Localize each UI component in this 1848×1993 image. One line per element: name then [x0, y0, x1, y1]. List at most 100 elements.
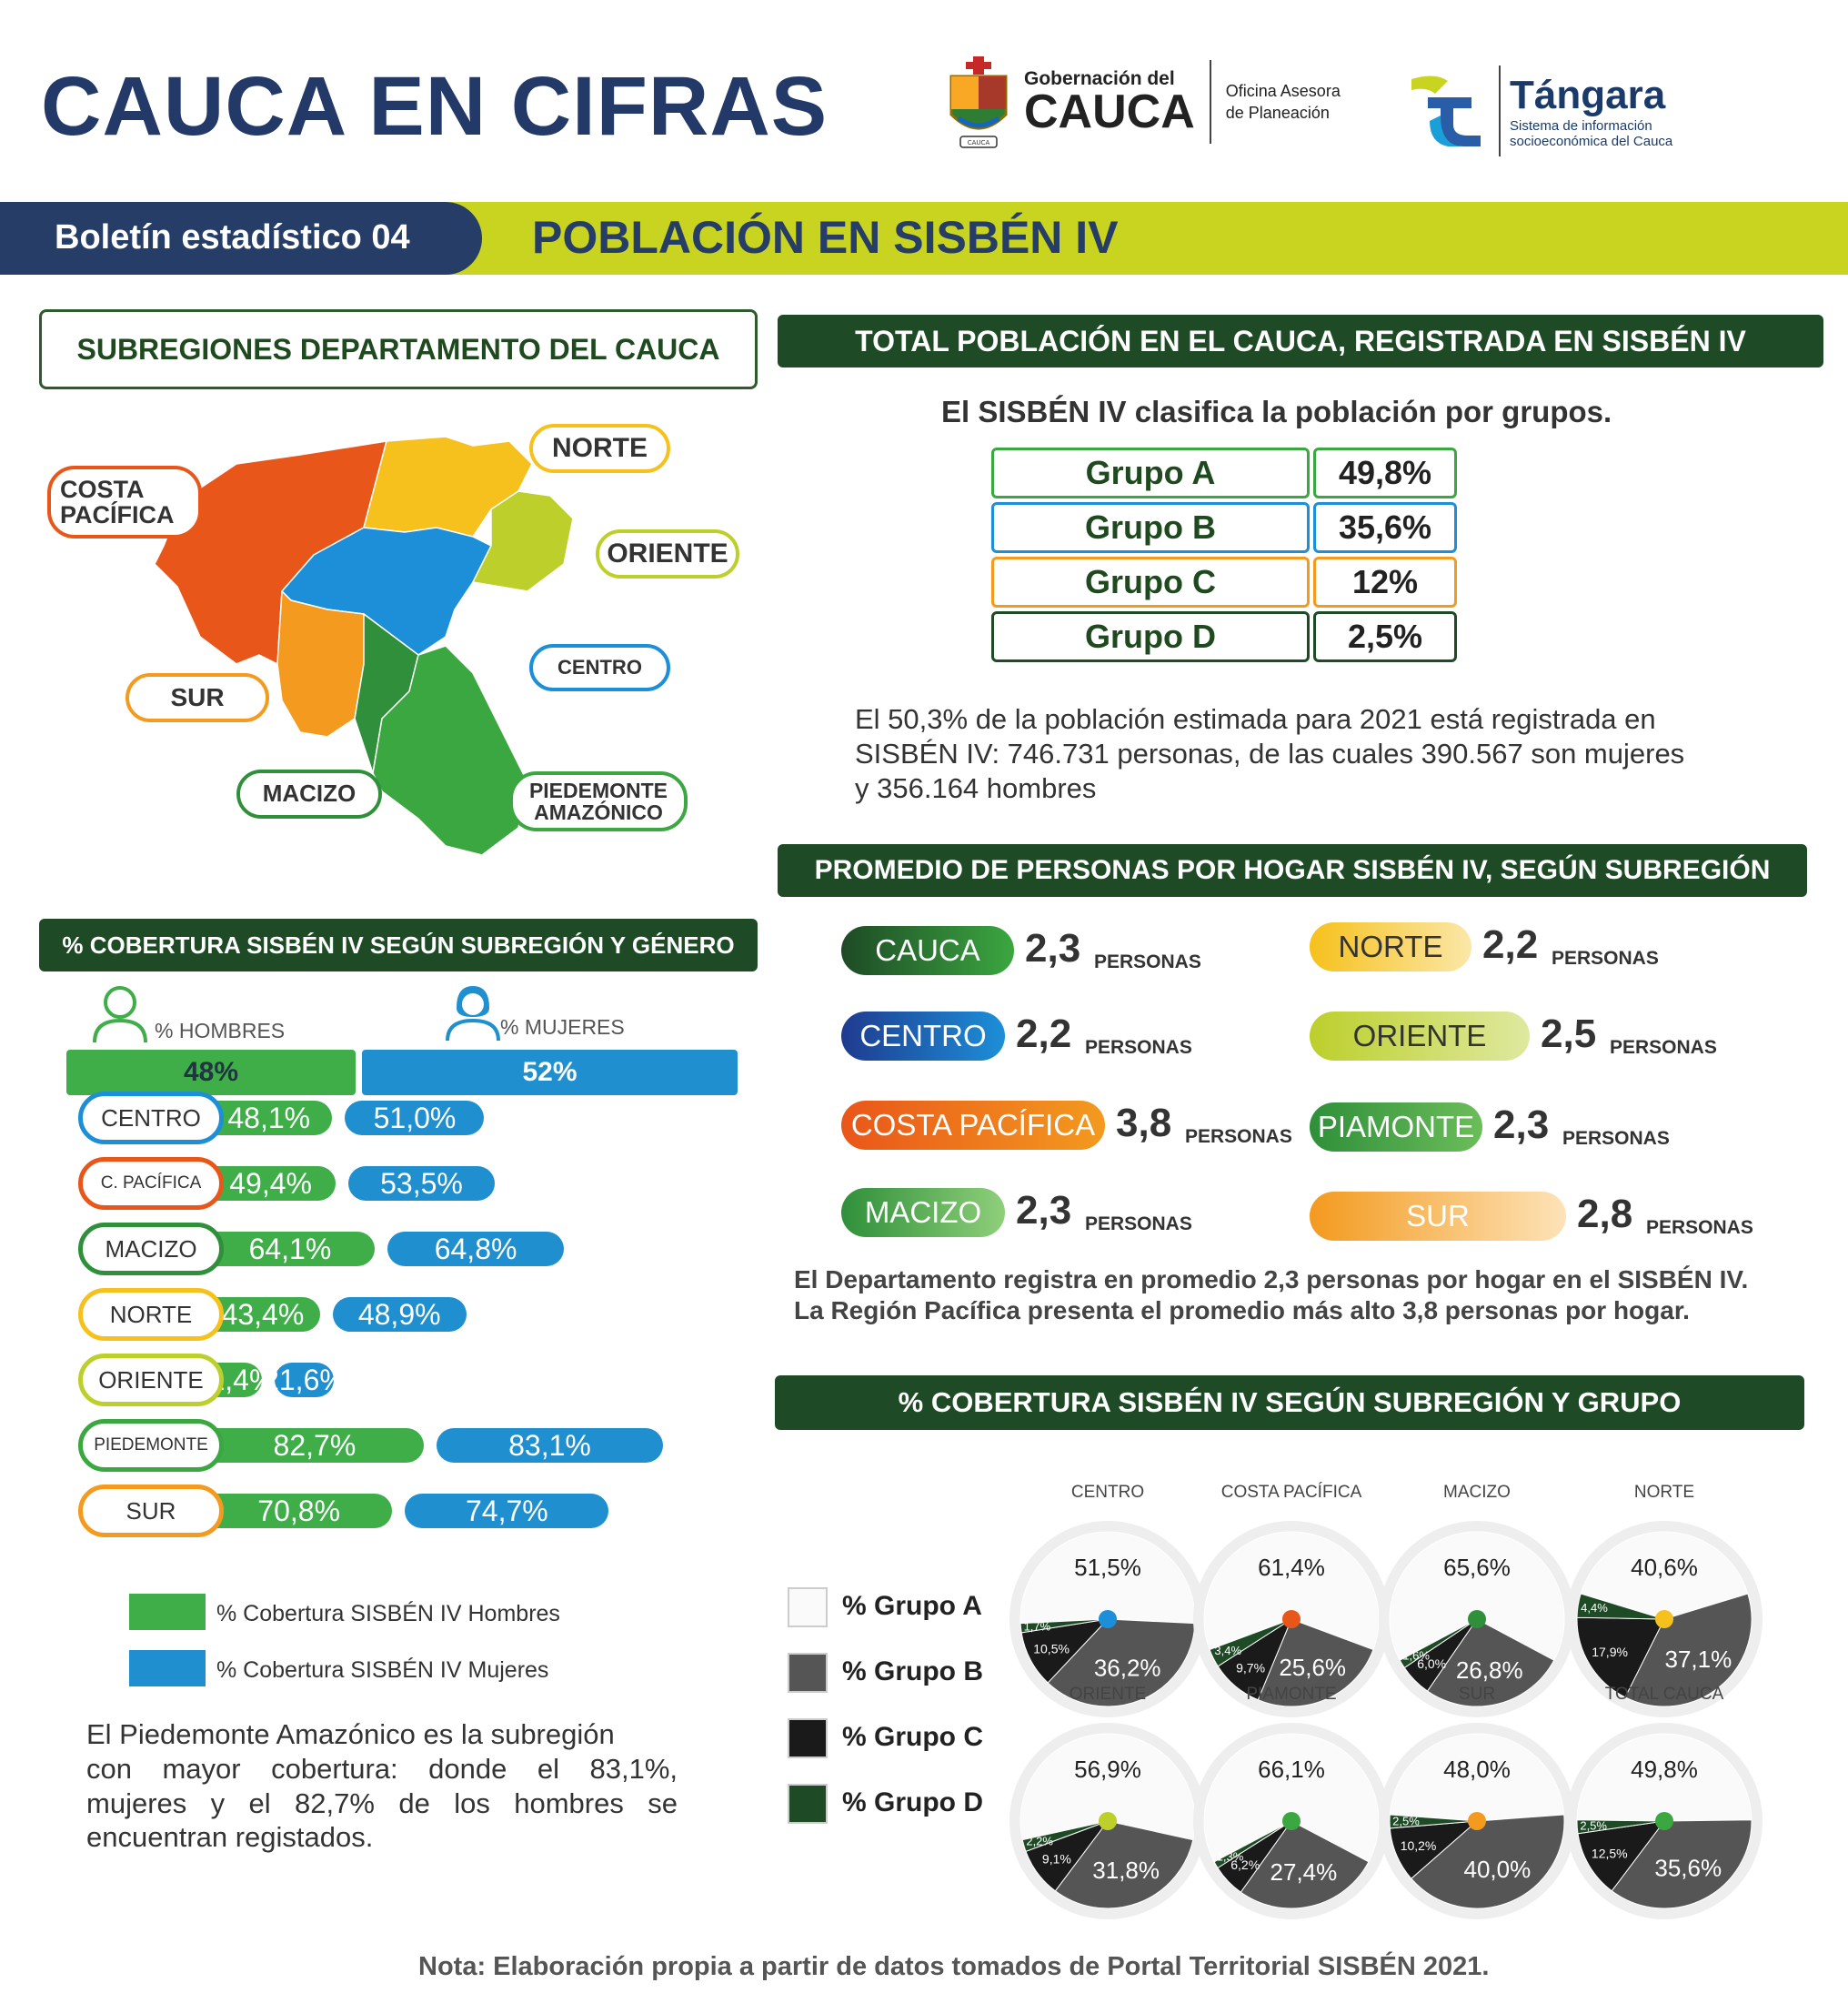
pie-slice-label: 6,2%	[1230, 1857, 1260, 1872]
pie-slice	[1240, 1820, 1370, 1909]
pie-title: ORIENTE	[1069, 1685, 1147, 1704]
total-men-bar: 48%	[66, 1050, 356, 1095]
pie-slice	[1624, 1593, 1753, 1707]
pie-slice	[1576, 1733, 1753, 1822]
women-coverage-bar: 21,6%	[263, 1363, 346, 1397]
gender-row-pill: ORIENTE	[78, 1354, 224, 1406]
pie-slice-label: 36,2%	[1094, 1654, 1161, 1681]
pie-slice	[1021, 1820, 1109, 1853]
pie-slice	[1611, 1819, 1753, 1909]
legend-women-text: % Cobertura SISBÉN IV Mujeres	[216, 1657, 549, 1683]
hogar-value: 3,8	[1116, 1101, 1172, 1145]
total-section-title: TOTAL POBLACIÓN EN EL CAUCA, REGISTRADA …	[778, 315, 1823, 367]
pie-slice-label: 1,7%	[1024, 1619, 1051, 1633]
pie-chart: 40,6% 37,1% 17,9% 4,4%	[1566, 1521, 1763, 1717]
hogar-unit: PERSONAS	[1562, 1128, 1670, 1149]
pie-title: COSTA PACÍFICA	[1220, 1483, 1362, 1502]
pie-legend-label: % Grupo A	[842, 1591, 982, 1621]
legend-men-text: % Cobertura SISBÉN IV Hombres	[216, 1601, 560, 1626]
hogar-region-pill: COSTA PACÍFICA	[841, 1101, 1105, 1150]
pie-slice	[1209, 1618, 1292, 1667]
pie-slice-label: 40,6%	[1631, 1554, 1698, 1581]
pie-chart: 61,4% 25,6% 9,7% 3,4%	[1193, 1521, 1390, 1717]
women-coverage-bar: 83,1%	[436, 1428, 664, 1463]
pie-chart: 66,1% 27,4% 6,2%1,3%	[1193, 1723, 1390, 1919]
women-coverage-bar: 48,9%	[332, 1297, 467, 1332]
pie-slice-label: 10,2%	[1401, 1838, 1437, 1853]
hogar-text: El Departamento registra en promedio 2,3…	[794, 1265, 1749, 1324]
pie-slice	[1019, 1733, 1196, 1841]
pie-slice-label: 37,1%	[1665, 1646, 1732, 1673]
pie-slice-label: 27,4%	[1270, 1858, 1338, 1886]
pie-slice-label: 35,6%	[1654, 1854, 1722, 1881]
hogar-region-pill: SUR	[1310, 1192, 1566, 1241]
gender-row-pill: CENTRO	[78, 1092, 224, 1144]
hogar-region-pill: ORIENTE	[1310, 1012, 1530, 1061]
total-text: El 50,3% de la población estimada para 2…	[855, 703, 1685, 804]
pie-slice	[1203, 1531, 1380, 1651]
banner-blue	[0, 202, 482, 275]
pie-slice	[1257, 1618, 1374, 1707]
pie-chart: 51,5% 36,2% 10,5% 1,7%	[1009, 1521, 1206, 1717]
hogar-value: 2,3	[1025, 926, 1081, 971]
pie-legend-swatch	[788, 1653, 828, 1693]
pie-slice	[1389, 1814, 1478, 1829]
men-coverage-bar: 48,1%	[206, 1101, 333, 1135]
map-label-piedemonte: PIEDEMONTE AMAZÓNICO	[509, 771, 688, 831]
hogar-unit: PERSONAS	[1085, 1037, 1192, 1058]
hogar-unit: PERSONAS	[1610, 1037, 1717, 1058]
tangara-logo: Tángara Sistema de información socioecon…	[1408, 65, 1672, 156]
map-label-costa: COSTA PACÍFICA	[47, 466, 202, 539]
svg-text:CAUCA: CAUCA	[968, 139, 990, 146]
pie-slice-label: 48,0%	[1443, 1756, 1511, 1783]
gob-small-text: Gobernación del	[1024, 67, 1175, 89]
total-intro: El SISBÉN IV clasifica la población por …	[941, 395, 1612, 428]
pie-title: CENTRO	[1070, 1483, 1145, 1502]
hogar-unit: PERSONAS	[1094, 951, 1201, 972]
legend-women-swatch	[129, 1650, 206, 1686]
gender-row-pill: MACIZO	[78, 1223, 224, 1275]
pie-slice	[1389, 1733, 1565, 1822]
pie-slice-label: 6,0%	[1417, 1656, 1446, 1671]
bulletin-topic: POBLACIÓN EN SISBÉN IV	[532, 212, 1119, 263]
pie-slice-label: 61,4%	[1258, 1554, 1325, 1581]
hogar-value: 2,2	[1016, 1012, 1072, 1056]
gender-section-title: % COBERTURA SISBÉN IV SEGÚN SUBREGIÓN Y …	[39, 919, 758, 971]
pie-title: NORTE	[1633, 1483, 1695, 1502]
pie-legend-swatch	[788, 1718, 828, 1758]
men-coverage-bar: 49,4%	[206, 1166, 336, 1201]
pie-legend-label: % Grupo B	[842, 1656, 983, 1686]
gender-row-pill: SUR	[78, 1485, 224, 1537]
group-value-cell: 35,6%	[1313, 502, 1457, 553]
pie-slice-label: 9,7%	[1236, 1660, 1265, 1675]
women-coverage-bar: 64,8%	[387, 1232, 565, 1266]
pie-title: SUR	[1458, 1685, 1496, 1704]
tangara-text: Tángara Sistema de información socioecon…	[1510, 72, 1673, 149]
men-coverage-bar: 43,4%	[206, 1297, 320, 1332]
hogar-unit: PERSONAS	[1185, 1126, 1292, 1147]
gobernacion-logo: CAUCA Gobernación del CAUCA Oficina Ases…	[946, 55, 1341, 149]
women-coverage-bar: 53,5%	[348, 1166, 495, 1201]
pie-slice-label: 65,6%	[1443, 1554, 1511, 1581]
hogar-value: 2,2	[1482, 922, 1539, 967]
hogar-region-pill: CENTRO	[841, 1012, 1005, 1061]
pie-slice	[1576, 1593, 1665, 1620]
pie-slice-label: 2,2%	[1026, 1834, 1053, 1847]
pie-legend-swatch	[788, 1784, 828, 1824]
pie-center-dot	[1099, 1812, 1117, 1830]
hogar-value: 2,5	[1541, 1012, 1597, 1056]
pie-slice	[1399, 1618, 1478, 1669]
pie-center-dot	[1468, 1812, 1486, 1830]
pie-center-dot	[1282, 1812, 1301, 1830]
pie-legend-label: % Grupo D	[842, 1787, 983, 1817]
pie-slice	[1576, 1616, 1665, 1698]
pie-slice-label: 2,5%	[1392, 1815, 1420, 1828]
hogar-unit: PERSONAS	[1085, 1213, 1192, 1234]
map-region-sur	[276, 590, 365, 738]
men-coverage-bar: 70,8%	[206, 1494, 393, 1528]
men-coverage-bar: 64,1%	[206, 1232, 375, 1266]
logo-divider	[1209, 60, 1211, 144]
footer-note: Nota: Elaboración propia a partir de dat…	[418, 1952, 1490, 1981]
man-icon	[93, 986, 147, 1043]
pie-slice-label: 40,0%	[1464, 1856, 1532, 1883]
